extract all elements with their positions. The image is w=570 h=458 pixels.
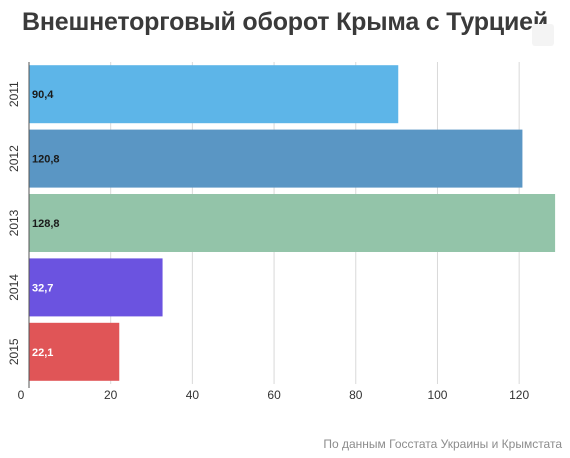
y-category-label: 2015 (7, 338, 21, 365)
bar-value-labels: 90,4 120,8 128,8 32,7 22,1 (32, 89, 60, 359)
y-category-labels: 2011 2012 2013 2014 2015 (7, 81, 21, 365)
corner-button[interactable] (532, 24, 554, 46)
bar-2011[interactable] (29, 65, 399, 124)
bar-value-label: 22,1 (32, 347, 53, 359)
chart-title: Внешнеторговый оборот Крыма с Турцией (21, 8, 549, 36)
bar-2014[interactable] (29, 258, 163, 317)
bar-2012[interactable] (29, 129, 523, 188)
x-tick-label: 80 (349, 388, 363, 402)
bar-value-label: 32,7 (32, 282, 53, 294)
x-tick-label: 20 (104, 388, 118, 402)
y-category-label: 2012 (7, 145, 21, 172)
bar-value-label: 90,4 (32, 89, 54, 101)
x-tick-label: 100 (427, 388, 447, 402)
x-tick-labels: 0 20 40 60 80 100 120 (18, 388, 530, 402)
x-tick-label: 60 (267, 388, 281, 402)
bar-2015[interactable] (29, 322, 120, 381)
x-tick-label: 40 (186, 388, 200, 402)
y-category-label: 2011 (7, 81, 21, 107)
source-note: По данным Госстата Украины и Крымстата (323, 437, 562, 451)
bar-value-label: 120,8 (32, 154, 60, 166)
x-tick-label: 120 (509, 388, 529, 402)
bars (29, 65, 556, 381)
bar-value-label: 128,8 (32, 218, 60, 230)
x-tick-label: 0 (18, 388, 25, 402)
y-category-label: 2013 (7, 209, 21, 236)
bar-2013[interactable] (29, 194, 556, 252)
y-category-label: 2014 (7, 274, 21, 301)
